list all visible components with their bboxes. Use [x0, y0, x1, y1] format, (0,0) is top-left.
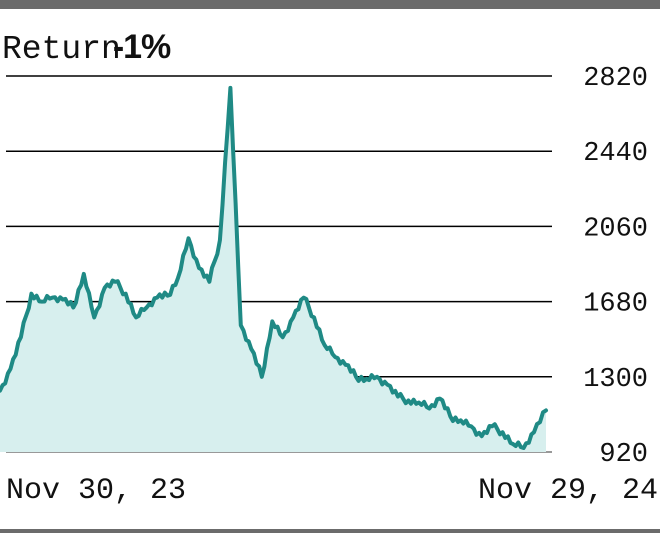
area-fill	[0, 87, 546, 453]
grid-lines	[6, 75, 552, 453]
y-tick-label: 2060	[583, 214, 648, 244]
x-tick-label: Nov 29, 24	[478, 474, 658, 508]
chart-title: Return-1%	[2, 28, 171, 68]
y-tick-label: 2820	[583, 64, 648, 94]
title-label: Return	[2, 31, 121, 68]
area-fill-layer	[0, 87, 546, 453]
price-line-layer	[0, 85, 548, 450]
x-tick-label: Nov 30, 23	[6, 474, 186, 508]
y-tick-label: 2440	[583, 139, 648, 169]
y-tick-label: 920	[599, 440, 648, 470]
y-axis-tick-labels: 920 1300 1680 2060 2440 2820	[583, 64, 648, 470]
return-value: -1%	[112, 28, 171, 66]
x-axis-tick-labels: Nov 30, 23 Nov 29, 24	[6, 474, 658, 508]
top-frame-bar	[0, 0, 660, 9]
y-tick-label: 1300	[583, 365, 648, 395]
series-line	[0, 85, 548, 450]
bottom-frame-bar	[0, 529, 660, 533]
y-tick-label: 1680	[583, 290, 648, 320]
